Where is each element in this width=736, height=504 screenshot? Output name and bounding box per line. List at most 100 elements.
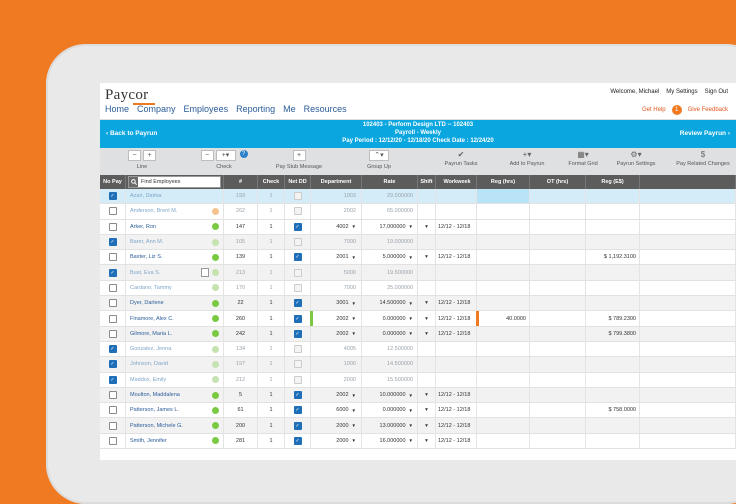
ot-hrs-input[interactable] xyxy=(530,357,586,372)
rate-field[interactable]: 19.000000 xyxy=(362,234,418,250)
help-count-badge[interactable]: 1 xyxy=(671,105,682,115)
workweek-select[interactable] xyxy=(436,234,477,250)
reg-hrs-input[interactable] xyxy=(477,403,530,418)
reg-dollars-input[interactable] xyxy=(586,189,640,204)
no-pay-checkbox[interactable] xyxy=(108,391,117,399)
workweek-select[interactable]: 12/12 - 12/18 xyxy=(436,311,477,326)
department-select[interactable]: 2002 ▼ xyxy=(311,326,362,341)
shift-select[interactable] xyxy=(418,280,436,296)
reg-hrs-input[interactable]: 40.0000 xyxy=(476,311,530,326)
workweek-select[interactable]: 12/12 - 12/18 xyxy=(436,250,477,265)
department-select[interactable]: 2001 ▼ xyxy=(311,250,362,265)
department-select[interactable]: 2002 xyxy=(311,204,362,219)
shift-select[interactable]: ▾ xyxy=(418,296,436,311)
net-dd-checkbox[interactable] xyxy=(293,375,302,384)
my-settings-link[interactable]: My Settings xyxy=(666,89,698,95)
rate-field[interactable]: 65.000000 xyxy=(362,204,418,219)
col-reg-hrs[interactable]: Reg (hrs) xyxy=(477,175,530,189)
no-pay-checkbox[interactable]: ✓ xyxy=(108,360,117,369)
shift-select[interactable] xyxy=(418,265,436,280)
employee-name-link[interactable]: Anderson, Brent M. xyxy=(130,208,178,215)
shift-select[interactable] xyxy=(418,234,436,250)
reg-dollars-input[interactable]: $ 789.2300 xyxy=(586,311,640,326)
workweek-select[interactable]: 12/12 - 12/18 xyxy=(436,296,477,311)
payrun-tasks-group[interactable]: ✔ Payrun Tasks xyxy=(438,150,484,167)
col-no-pay[interactable]: No Pay xyxy=(100,175,126,189)
col-ot-hrs[interactable]: OT (hrs) xyxy=(530,175,586,189)
rate-field[interactable]: 14.500000 xyxy=(362,357,418,372)
add-to-payrun-group[interactable]: +▾ Add to Payrun xyxy=(502,150,552,167)
table-row[interactable]: ✓ Gonzalez, Jenna 134 1 4005 12.500000 xyxy=(100,341,736,358)
nav-home[interactable]: Home xyxy=(105,104,130,114)
reg-hrs-input[interactable] xyxy=(477,265,530,280)
table-row[interactable]: Moulton, Maddalena 5 1 ✓ 2002 ▼ 10.000000 ▼ ▾ 12/… xyxy=(100,387,736,404)
department-select[interactable]: 1000 xyxy=(311,357,362,372)
employee-name-link[interactable]: Patterson, James L. xyxy=(130,407,179,414)
no-pay-checkbox[interactable] xyxy=(108,329,117,338)
shift-select[interactable] xyxy=(418,189,436,204)
net-dd-checkbox[interactable]: ✓ xyxy=(293,436,302,445)
reg-hrs-input[interactable] xyxy=(477,357,530,372)
ot-hrs-input[interactable] xyxy=(530,219,586,234)
col-reg-dollars[interactable]: Reg (E$) xyxy=(586,175,640,189)
document-icon[interactable] xyxy=(201,268,209,278)
sign-out-link[interactable]: Sign Out xyxy=(704,89,728,95)
workweek-select[interactable]: 12/12 - 12/18 xyxy=(436,387,477,403)
reg-dollars-input[interactable] xyxy=(586,341,640,357)
line-plus-button[interactable]: + xyxy=(143,150,156,161)
no-pay-checkbox[interactable] xyxy=(108,314,117,323)
net-dd-checkbox[interactable] xyxy=(293,268,302,277)
net-dd-checkbox[interactable]: ✓ xyxy=(293,329,302,338)
department-select[interactable]: 3001 ▼ xyxy=(311,296,362,311)
nav-company[interactable]: Company xyxy=(137,104,176,114)
reg-hrs-input[interactable] xyxy=(477,372,530,387)
shift-select[interactable]: ▾ xyxy=(418,326,436,341)
payrun-settings-group[interactable]: ⚙▾ Payrun Settings xyxy=(608,150,664,167)
check-minus-button[interactable]: − xyxy=(200,150,214,161)
ot-hrs-input[interactable] xyxy=(530,418,586,433)
net-dd-checkbox[interactable]: ✓ xyxy=(293,391,302,399)
reg-dollars-input[interactable]: $ 1,192.3100 xyxy=(586,250,640,265)
table-row[interactable]: ✓ Barer, Ann M. 105 1 7000 19.000000 xyxy=(100,234,736,251)
line-minus-button[interactable]: − xyxy=(128,150,141,161)
give-feedback-link[interactable]: Give Feedback xyxy=(687,107,728,113)
reg-hrs-input[interactable] xyxy=(477,418,530,433)
no-pay-checkbox[interactable]: ✓ xyxy=(108,268,117,277)
ot-hrs-input[interactable] xyxy=(530,433,586,449)
net-dd-checkbox[interactable] xyxy=(293,192,302,201)
employee-name-link[interactable]: Bust, Eva S. xyxy=(130,269,161,276)
shift-select[interactable]: ▾ xyxy=(418,219,436,234)
ot-hrs-input[interactable] xyxy=(530,189,586,204)
no-pay-checkbox[interactable]: ✓ xyxy=(108,238,117,247)
col-num[interactable]: # xyxy=(224,175,258,189)
table-row[interactable]: Baxter, Liz S. 139 1 ✓ 2001 ▼ 5.000000 ▼ ▾ 12/12 … xyxy=(100,250,736,266)
department-select[interactable]: 4002 ▼ xyxy=(311,219,362,234)
reg-hrs-input[interactable] xyxy=(477,219,530,234)
get-help-link[interactable]: Get Help xyxy=(641,107,666,113)
back-to-payrun-button[interactable]: ‹ Back to Payrun xyxy=(106,130,158,137)
format-grid-group[interactable]: ▦▾ Format Grid xyxy=(560,150,606,167)
rate-field[interactable]: 5.000000 ▼ xyxy=(362,250,418,265)
shift-select[interactable]: ▾ xyxy=(418,403,436,418)
employee-name-link[interactable]: Gonzalez, Jenna xyxy=(130,346,172,353)
department-select[interactable]: 7000 xyxy=(311,234,362,250)
workweek-select[interactable] xyxy=(436,204,477,219)
pay-stub-plus-button[interactable]: + xyxy=(292,150,306,161)
department-select[interactable]: 4005 xyxy=(311,341,362,357)
ot-hrs-input[interactable] xyxy=(530,387,586,403)
no-pay-checkbox[interactable] xyxy=(108,406,117,415)
employee-name-link[interactable]: Maddox, Emily xyxy=(130,376,167,383)
employee-name-link[interactable]: Azari, Dalma xyxy=(130,193,162,200)
nav-reporting[interactable]: Reporting xyxy=(236,104,276,114)
table-row[interactable]: ✓ Azari, Dalma 193 1 1003 29.500000 xyxy=(100,189,736,205)
rate-field[interactable]: 15.500000 xyxy=(362,372,418,387)
employee-name-link[interactable]: Cardano, Tammy xyxy=(130,284,172,291)
table-row[interactable]: Cardano, Tammy 170 1 7000 25.000000 xyxy=(100,280,736,297)
net-dd-checkbox[interactable] xyxy=(293,238,302,247)
col-department[interactable]: Department xyxy=(311,175,362,189)
employee-name-link[interactable]: Barer, Ann M. xyxy=(130,239,164,246)
no-pay-checkbox[interactable]: ✓ xyxy=(108,375,117,384)
help-question-icon[interactable]: ? xyxy=(239,150,248,158)
reg-hrs-input[interactable] xyxy=(477,204,530,219)
net-dd-checkbox[interactable]: ✓ xyxy=(293,314,302,323)
